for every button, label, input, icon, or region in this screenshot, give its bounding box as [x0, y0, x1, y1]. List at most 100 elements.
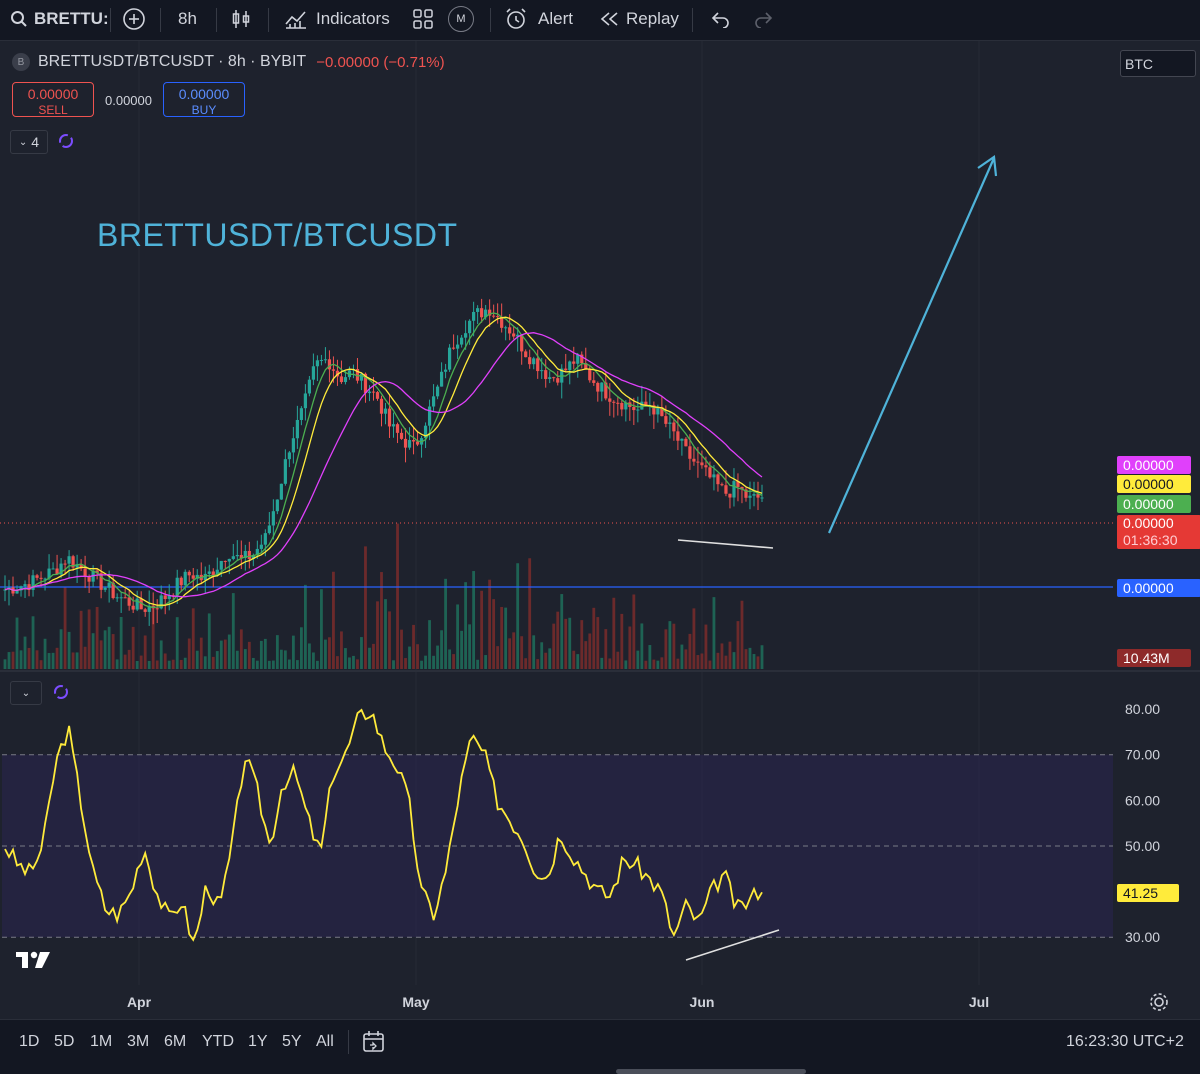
rsi-sync-icon[interactable]: [52, 683, 70, 701]
volume-bar: [700, 653, 704, 669]
volume-bar: [123, 654, 127, 669]
period-button-1y[interactable]: 1Y: [248, 1033, 268, 1050]
go-to-date-button[interactable]: [362, 1030, 386, 1054]
rsi-trendline[interactable]: [685, 929, 780, 961]
volume-bar: [215, 651, 219, 669]
candle-body: [255, 548, 259, 556]
volume-bar: [303, 584, 307, 669]
period-button-5d[interactable]: 5D: [54, 1033, 75, 1050]
volume-bar: [748, 647, 752, 669]
volume-bar: [239, 629, 243, 669]
volume-bar: [648, 645, 652, 669]
volume-bar: [91, 633, 95, 669]
candle-body: [367, 391, 372, 394]
candle-body: [331, 369, 336, 371]
period-button-5y[interactable]: 5Y: [282, 1033, 302, 1050]
candle-body: [239, 555, 243, 558]
candle-body: [223, 560, 227, 562]
symbol-legend[interactable]: B BRETTUSDT/BTCUSDT · 8h · BYBIT −0.0000…: [12, 53, 445, 71]
volume-bar: [720, 643, 724, 669]
volume-bar: [83, 646, 87, 669]
indicators-toggle[interactable]: ⌄ 4: [10, 130, 48, 154]
scroll-handle[interactable]: [616, 1069, 806, 1074]
candle-body: [283, 459, 287, 484]
volume-bar: [171, 659, 175, 669]
tradingview-logo[interactable]: [16, 950, 52, 975]
candle-body: [520, 334, 524, 352]
volume-bar: [660, 657, 664, 669]
rsi-toggle[interactable]: ⌄: [10, 681, 42, 705]
volume-bar: [227, 634, 231, 669]
sync-icon[interactable]: [57, 132, 75, 150]
undo-button[interactable]: [710, 0, 730, 38]
volume-bar: [556, 611, 560, 669]
volume-bar: [279, 649, 283, 669]
compare-symbol-button[interactable]: [122, 0, 146, 38]
candle-body: [451, 347, 456, 349]
candle-body: [504, 327, 508, 329]
support-trendline[interactable]: [677, 539, 774, 549]
replay-button[interactable]: Replay: [598, 0, 679, 38]
indicators-button[interactable]: Indicators: [284, 0, 390, 38]
volume-bar: [231, 593, 235, 669]
candle-body: [227, 558, 231, 562]
period-button-all[interactable]: All: [316, 1033, 334, 1050]
volume-bar: [63, 587, 67, 669]
clock-timezone[interactable]: 16:23:30 UTC+2: [1066, 1033, 1184, 1050]
candle-body: [728, 493, 732, 498]
chart-settings-gear[interactable]: [1148, 991, 1170, 1013]
candle-body: [700, 462, 704, 466]
volume-bar: [616, 651, 620, 669]
volume-bar: [636, 650, 640, 669]
candle-body: [692, 458, 696, 462]
candle-body: [363, 373, 368, 394]
volume-badge: 10.43M: [1117, 649, 1191, 667]
symbol-search-button[interactable]: BRETTU:: [10, 0, 109, 38]
interval-button[interactable]: 8h: [178, 0, 197, 38]
volume-bar: [560, 594, 564, 669]
chart-type-button[interactable]: [230, 0, 252, 38]
time-axis-label: May: [402, 994, 429, 1010]
volume-bar: [472, 571, 476, 669]
m-badge-button[interactable]: M: [448, 0, 474, 38]
candle-body: [327, 359, 332, 370]
period-button-1m[interactable]: 1M: [90, 1033, 113, 1050]
candle-body: [383, 408, 388, 414]
candle-body: [343, 377, 348, 383]
moving-averages: [4, 312, 763, 608]
layouts-button[interactable]: [412, 0, 434, 38]
chart-area[interactable]: 80.00 70.00 60.00 50.00 30.00 Apr May Jun Jul B…: [0, 41, 1200, 1019]
volume-bar: [275, 635, 279, 669]
candle-body: [155, 608, 159, 610]
projection-arrow[interactable]: [827, 155, 998, 534]
period-button-3m[interactable]: 3M: [127, 1033, 150, 1050]
volume-bars: [3, 523, 764, 669]
redo-button[interactable]: [754, 0, 774, 38]
volume-bar: [712, 597, 716, 669]
candle-body: [211, 571, 215, 576]
sell-label: SELL: [38, 103, 68, 117]
candle-body: [131, 605, 135, 610]
candle-body: [219, 560, 223, 570]
candle-body: [732, 481, 736, 498]
candle-body: [167, 595, 171, 600]
chart-svg[interactable]: 80.00 70.00 60.00 50.00 30.00 Apr May Jun Jul: [0, 41, 1200, 1019]
buy-button[interactable]: 0.00000 BUY: [163, 82, 245, 117]
period-button-1d[interactable]: 1D: [19, 1033, 40, 1050]
candle-body: [47, 568, 51, 579]
chart-annotation-title[interactable]: BRETTUSDT/BTCUSDT: [97, 217, 458, 253]
sell-button[interactable]: 0.00000 SELL: [12, 82, 94, 117]
currency-selector[interactable]: BTC: [1120, 50, 1196, 77]
candle-body: [15, 590, 19, 594]
candle-body: [247, 550, 251, 559]
period-button-6m[interactable]: 6M: [164, 1033, 187, 1050]
alert-button[interactable]: Alert: [504, 0, 573, 38]
period-button-ytd[interactable]: YTD: [202, 1033, 234, 1050]
candle-body: [87, 576, 91, 582]
volume-bar: [267, 660, 271, 669]
volume-bar: [147, 660, 151, 669]
volume-bar: [271, 660, 275, 669]
candle-body: [604, 382, 608, 399]
volume-bar: [39, 660, 43, 669]
volume-bar: [488, 579, 492, 669]
